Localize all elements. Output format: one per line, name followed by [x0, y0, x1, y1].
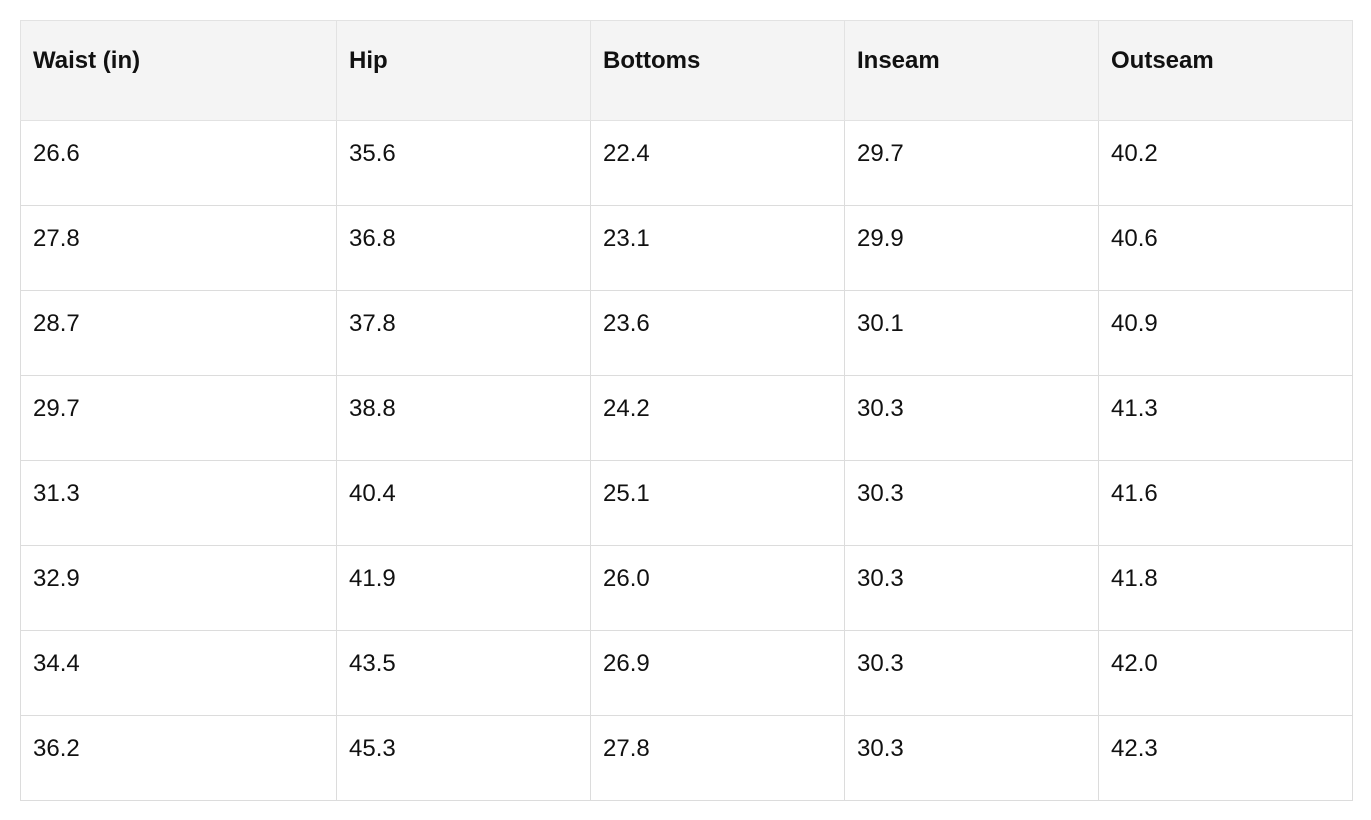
- table-row: 28.7 37.8 23.6 30.1 40.9: [20, 290, 1353, 376]
- table-cell: 40.9: [1098, 290, 1353, 376]
- header-cell: Hip: [336, 20, 591, 121]
- table-cell: 22.4: [590, 120, 845, 206]
- table-cell: 26.0: [590, 545, 845, 631]
- table-cell: 34.4: [20, 630, 337, 716]
- table-row: 29.7 38.8 24.2 30.3 41.3: [20, 375, 1353, 461]
- table-cell: 27.8: [590, 715, 845, 801]
- table-row: 27.8 36.8 23.1 29.9 40.6: [20, 205, 1353, 291]
- table-cell: 26.6: [20, 120, 337, 206]
- table-row: 26.6 35.6 22.4 29.7 40.2: [20, 120, 1353, 206]
- table-cell: 30.3: [844, 545, 1099, 631]
- table-cell: 36.8: [336, 205, 591, 291]
- header-row: Waist (in) Hip Bottoms Inseam Outseam: [20, 20, 1353, 121]
- table-cell: 24.2: [590, 375, 845, 461]
- table-cell: 40.4: [336, 460, 591, 546]
- table-cell: 25.1: [590, 460, 845, 546]
- table-row: 32.9 41.9 26.0 30.3 41.8: [20, 545, 1353, 631]
- table-cell: 32.9: [20, 545, 337, 631]
- table-cell: 29.7: [20, 375, 337, 461]
- size-table: Waist (in) Hip Bottoms Inseam Outseam 26.6 35…: [20, 20, 1353, 801]
- table-cell: 42.0: [1098, 630, 1353, 716]
- table-cell: 37.8: [336, 290, 591, 376]
- table-cell: 23.6: [590, 290, 845, 376]
- table-cell: 28.7: [20, 290, 337, 376]
- table-row: 36.2 45.3 27.8 30.3 42.3: [20, 715, 1353, 801]
- table-cell: 41.6: [1098, 460, 1353, 546]
- table-body: 26.6 35.6 22.4 29.7 40.2 27.8 36.8 23.1 29.9 40.6…: [20, 120, 1353, 801]
- table-cell: 40.2: [1098, 120, 1353, 206]
- table-cell: 36.2: [20, 715, 337, 801]
- header-cell: Outseam: [1098, 20, 1353, 121]
- table-row: 31.3 40.4 25.1 30.3 41.6: [20, 460, 1353, 546]
- table-cell: 30.3: [844, 630, 1099, 716]
- table-row: 34.4 43.5 26.9 30.3 42.0: [20, 630, 1353, 716]
- table-cell: 30.3: [844, 715, 1099, 801]
- table-cell: 30.3: [844, 375, 1099, 461]
- header-cell: Waist (in): [20, 20, 337, 121]
- table-cell: 31.3: [20, 460, 337, 546]
- table-cell: 26.9: [590, 630, 845, 716]
- table-cell: 27.8: [20, 205, 337, 291]
- table-cell: 23.1: [590, 205, 845, 291]
- header-cell: Bottoms: [590, 20, 845, 121]
- table-cell: 38.8: [336, 375, 591, 461]
- table-cell: 35.6: [336, 120, 591, 206]
- table-cell: 45.3: [336, 715, 591, 801]
- table-header: Waist (in) Hip Bottoms Inseam Outseam: [20, 20, 1353, 121]
- table-cell: 30.3: [844, 460, 1099, 546]
- table-cell: 30.1: [844, 290, 1099, 376]
- table-cell: 40.6: [1098, 205, 1353, 291]
- table-cell: 41.9: [336, 545, 591, 631]
- table-cell: 43.5: [336, 630, 591, 716]
- header-cell: Inseam: [844, 20, 1099, 121]
- table-cell: 29.9: [844, 205, 1099, 291]
- table-cell: 29.7: [844, 120, 1099, 206]
- table-cell: 42.3: [1098, 715, 1353, 801]
- table-cell: 41.3: [1098, 375, 1353, 461]
- table-cell: 41.8: [1098, 545, 1353, 631]
